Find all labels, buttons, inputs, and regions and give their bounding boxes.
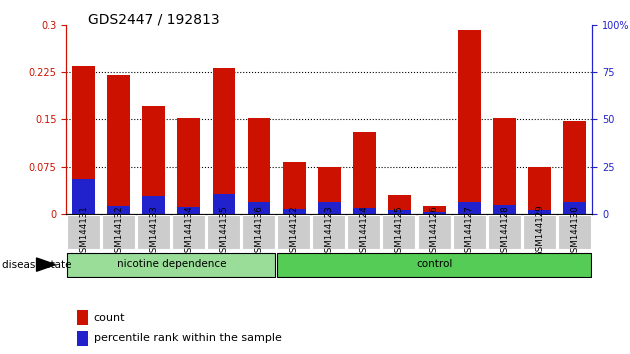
Text: GSM144128: GSM144128 (500, 205, 509, 258)
FancyBboxPatch shape (137, 215, 170, 249)
Text: count: count (93, 313, 125, 323)
Bar (318, 201, 341, 214)
Text: disease state: disease state (2, 260, 71, 270)
Bar (142, 105, 165, 214)
Text: GSM144133: GSM144133 (149, 205, 158, 258)
Bar (283, 162, 306, 214)
Bar (563, 121, 586, 214)
Text: GSM144130: GSM144130 (570, 205, 579, 258)
Text: percentile rank within the sample: percentile rank within the sample (93, 333, 282, 343)
Text: GSM144132: GSM144132 (114, 205, 123, 258)
Bar (107, 206, 130, 214)
FancyBboxPatch shape (67, 215, 100, 249)
Bar (212, 68, 236, 214)
FancyBboxPatch shape (347, 215, 381, 249)
Bar (142, 196, 165, 214)
Bar (283, 209, 306, 214)
Text: control: control (416, 259, 452, 269)
Bar (72, 66, 95, 214)
Bar (388, 210, 411, 214)
Bar (353, 208, 375, 214)
Text: GSM144125: GSM144125 (395, 205, 404, 258)
Bar (423, 212, 446, 214)
FancyBboxPatch shape (102, 215, 135, 249)
Bar (458, 30, 481, 214)
Bar (388, 195, 411, 214)
Text: GSM144124: GSM144124 (360, 205, 369, 258)
FancyBboxPatch shape (452, 215, 486, 249)
Bar (77, 310, 88, 325)
Polygon shape (37, 258, 55, 271)
FancyBboxPatch shape (382, 215, 415, 249)
Text: GSM144122: GSM144122 (290, 205, 299, 258)
Bar (423, 206, 446, 214)
Bar (277, 253, 591, 276)
FancyBboxPatch shape (242, 215, 275, 249)
Text: GSM144123: GSM144123 (324, 205, 334, 258)
FancyBboxPatch shape (523, 215, 556, 249)
FancyBboxPatch shape (207, 215, 240, 249)
Bar (353, 132, 375, 214)
Bar (563, 201, 586, 214)
Bar (318, 167, 341, 214)
FancyBboxPatch shape (277, 215, 310, 249)
Bar (458, 201, 481, 214)
Bar (72, 179, 95, 214)
Text: GDS2447 / 192813: GDS2447 / 192813 (88, 12, 220, 27)
Text: GSM144131: GSM144131 (79, 205, 88, 258)
Bar (528, 210, 551, 214)
FancyBboxPatch shape (418, 215, 450, 249)
Text: GSM144129: GSM144129 (535, 205, 544, 257)
Bar (107, 75, 130, 214)
Bar (248, 118, 270, 214)
Bar (77, 331, 88, 346)
Bar (528, 167, 551, 214)
Bar (212, 194, 236, 214)
Bar (248, 201, 270, 214)
Bar (178, 207, 200, 214)
Text: GSM144127: GSM144127 (465, 205, 474, 258)
Text: nicotine dependence: nicotine dependence (117, 259, 226, 269)
FancyBboxPatch shape (488, 215, 520, 249)
Text: GSM144134: GSM144134 (185, 205, 193, 258)
Bar (178, 118, 200, 214)
Text: GSM144135: GSM144135 (219, 205, 229, 258)
Bar (67, 253, 275, 276)
Bar (493, 118, 516, 214)
Text: GSM144136: GSM144136 (255, 205, 263, 258)
Text: GSM144126: GSM144126 (430, 205, 439, 258)
FancyBboxPatch shape (558, 215, 591, 249)
Bar (493, 205, 516, 214)
FancyBboxPatch shape (172, 215, 205, 249)
FancyBboxPatch shape (312, 215, 345, 249)
